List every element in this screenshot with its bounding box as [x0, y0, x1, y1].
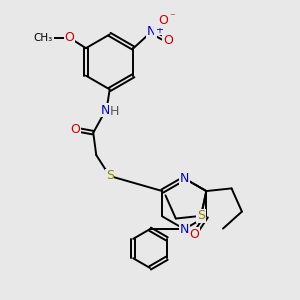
Text: N: N: [100, 104, 110, 117]
Text: N: N: [147, 25, 156, 38]
Text: CH₃: CH₃: [34, 33, 53, 43]
Text: O: O: [189, 228, 199, 241]
Text: ⁻: ⁻: [169, 12, 175, 22]
Text: S: S: [106, 169, 114, 182]
Text: +: +: [155, 25, 163, 35]
Text: H: H: [110, 105, 119, 118]
Text: O: O: [64, 31, 74, 44]
Text: S: S: [197, 209, 205, 222]
Text: N: N: [180, 172, 189, 185]
Text: N: N: [180, 223, 189, 236]
Text: O: O: [70, 123, 80, 136]
Text: O: O: [163, 34, 173, 47]
Text: O: O: [158, 14, 168, 27]
